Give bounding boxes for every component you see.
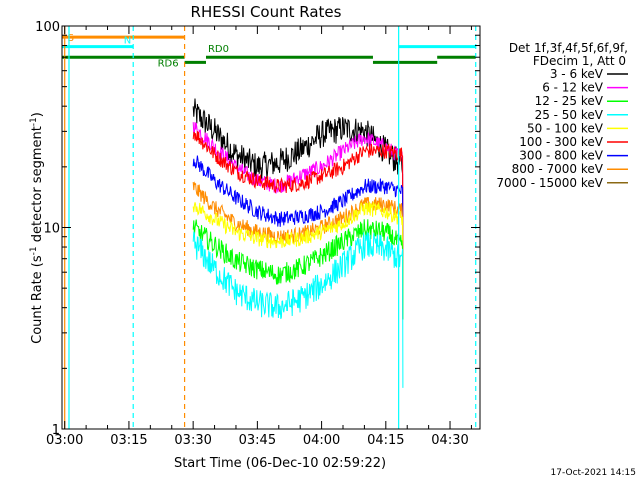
series-line: [192, 231, 404, 388]
series-line: [192, 219, 404, 320]
x-tick-label: 04:30: [431, 433, 468, 448]
x-tick-label: 03:45: [239, 433, 276, 448]
x-axis-label: Start Time (06-Dec-10 02:59:22): [174, 456, 386, 471]
plot-frame: [61, 25, 481, 430]
x-tick-label: 03:00: [46, 433, 83, 448]
legend-entry-label: 800 - 7000 keV: [512, 162, 604, 176]
legend-entry-label: 3 - 6 keV: [550, 67, 604, 81]
x-tick-label: 03:30: [174, 433, 211, 448]
legend-header-line-1: Det 1f,3f,4f,5f,6f,9f,: [509, 41, 628, 55]
series-line: [192, 155, 404, 320]
legend-entry-label: 6 - 12 keV: [542, 81, 604, 95]
y-tick-label: 100: [35, 20, 60, 35]
y-axis-label: Count Rate (s-1 detector segment-1): [29, 112, 45, 344]
vertical-markers: [64, 26, 477, 429]
series-line: [192, 122, 404, 320]
x-tick-label: 04:15: [367, 433, 404, 448]
flag-bar-label: N: [124, 36, 131, 47]
y-tick-label: 1: [52, 423, 60, 438]
legend-header-line-2: FDecim 1, Att 0: [533, 54, 626, 68]
legend-entry-label: 100 - 300 keV: [519, 135, 603, 149]
attenuator-flag-bars: S N RD6 RD0: [62, 33, 476, 69]
footer-date: 17-Oct-2021 14:15: [551, 468, 636, 478]
legend-entry-label: 300 - 800 keV: [519, 149, 603, 163]
legend-entry-label: 50 - 100 keV: [527, 121, 604, 135]
flag-bar-label: RD0: [208, 44, 229, 55]
x-tick-label: 04:00: [303, 433, 340, 448]
flag-bar-label: RD6: [158, 58, 179, 69]
y-axis-ticks: 1 10 100: [35, 20, 480, 438]
flag-bar-label: S: [68, 33, 74, 44]
legend-entry-label: 25 - 50 keV: [535, 108, 604, 122]
series-line: [192, 201, 404, 320]
x-tick-label: 03:15: [110, 433, 147, 448]
series-line: [192, 98, 404, 320]
chart-title: RHESSI Count Rates: [191, 3, 342, 21]
plot-area: [192, 98, 404, 388]
legend: Det 1f,3f,4f,5f,6f,9f, FDecim 1, Att 0 3…: [496, 41, 628, 190]
series-line: [192, 131, 404, 320]
legend-entry-label: 7000 - 15000 keV: [496, 176, 603, 190]
x-axis-ticks: 03:00 03:15 03:30 03:45 04:00 04:15 04:30: [46, 26, 472, 448]
y-tick-label: 10: [43, 222, 60, 237]
legend-entry-label: 12 - 25 keV: [535, 94, 604, 108]
